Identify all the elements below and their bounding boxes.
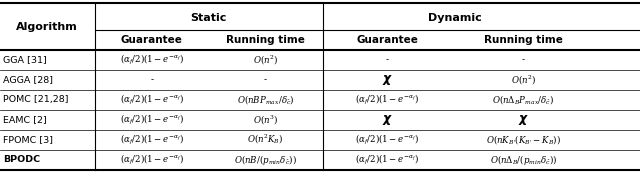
Text: $(\alpha_f/2)(1-e^{-\alpha_f})$: $(\alpha_f/2)(1-e^{-\alpha_f})$: [355, 153, 419, 167]
Text: $(\alpha_f/2)(1-e^{-\alpha_f})$: $(\alpha_f/2)(1-e^{-\alpha_f})$: [120, 133, 184, 147]
Text: Guarantee: Guarantee: [356, 35, 418, 45]
Text: BPODC: BPODC: [3, 155, 40, 164]
Text: AGGA [28]: AGGA [28]: [3, 76, 53, 85]
Text: EAMC [2]: EAMC [2]: [3, 115, 47, 124]
Text: $O(nBP_{max}/\delta_{\hat{c}})$: $O(nBP_{max}/\delta_{\hat{c}})$: [237, 93, 294, 106]
Text: GGA [31]: GGA [31]: [3, 56, 47, 65]
Text: $O(n^3)$: $O(n^3)$: [253, 113, 278, 126]
Text: $\boldsymbol{\chi}$: $\boldsymbol{\chi}$: [381, 73, 393, 87]
Text: Static: Static: [191, 13, 227, 23]
Text: -: -: [150, 76, 153, 85]
Text: $O(n\Delta_B/(p_{min}\delta_{\hat{c}}))$: $O(n\Delta_B/(p_{min}\delta_{\hat{c}}))$: [490, 153, 557, 167]
Text: Running time: Running time: [484, 35, 563, 45]
Text: -: -: [264, 76, 267, 85]
Text: $O(nK_{B'}(K_{B'}-K_B))$: $O(nK_{B'}(K_{B'}-K_B))$: [486, 133, 561, 146]
Text: Running time: Running time: [226, 35, 305, 45]
Text: $O(n^2)$: $O(n^2)$: [253, 53, 278, 67]
Text: -: -: [386, 56, 388, 65]
Text: Algorithm: Algorithm: [16, 22, 77, 32]
Text: $(\alpha_f/2)(1-e^{-\alpha_f})$: $(\alpha_f/2)(1-e^{-\alpha_f})$: [355, 133, 419, 147]
Text: -: -: [522, 56, 525, 65]
Text: $(\alpha_f/2)(1-e^{-\alpha_f})$: $(\alpha_f/2)(1-e^{-\alpha_f})$: [120, 53, 184, 67]
Text: POMC [21,28]: POMC [21,28]: [3, 95, 68, 104]
Text: $(\alpha_f/2)(1-e^{-\alpha_f})$: $(\alpha_f/2)(1-e^{-\alpha_f})$: [120, 93, 184, 107]
Text: $\boldsymbol{\chi}$: $\boldsymbol{\chi}$: [381, 113, 393, 127]
Text: $(\alpha_f/2)(1-e^{-\alpha_f})$: $(\alpha_f/2)(1-e^{-\alpha_f})$: [120, 113, 184, 127]
Text: $O(n^2)$: $O(n^2)$: [511, 73, 536, 87]
Text: $(\alpha_f/2)(1-e^{-\alpha_f})$: $(\alpha_f/2)(1-e^{-\alpha_f})$: [355, 93, 419, 107]
Text: $\boldsymbol{\chi}$: $\boldsymbol{\chi}$: [518, 113, 529, 127]
Text: Dynamic: Dynamic: [429, 13, 482, 23]
Text: $O(n^2 K_B)$: $O(n^2 K_B)$: [248, 133, 284, 147]
Text: $O(n\Delta_B P_{max}/\delta_{\hat{c}})$: $O(n\Delta_B P_{max}/\delta_{\hat{c}})$: [492, 93, 555, 106]
Text: FPOMC [3]: FPOMC [3]: [3, 135, 53, 144]
Text: Guarantee: Guarantee: [121, 35, 182, 45]
Text: $(\alpha_f/2)(1-e^{-\alpha_f})$: $(\alpha_f/2)(1-e^{-\alpha_f})$: [120, 153, 184, 167]
Text: $O(nB/(p_{min}\delta_{\hat{c}}))$: $O(nB/(p_{min}\delta_{\hat{c}}))$: [234, 153, 297, 167]
